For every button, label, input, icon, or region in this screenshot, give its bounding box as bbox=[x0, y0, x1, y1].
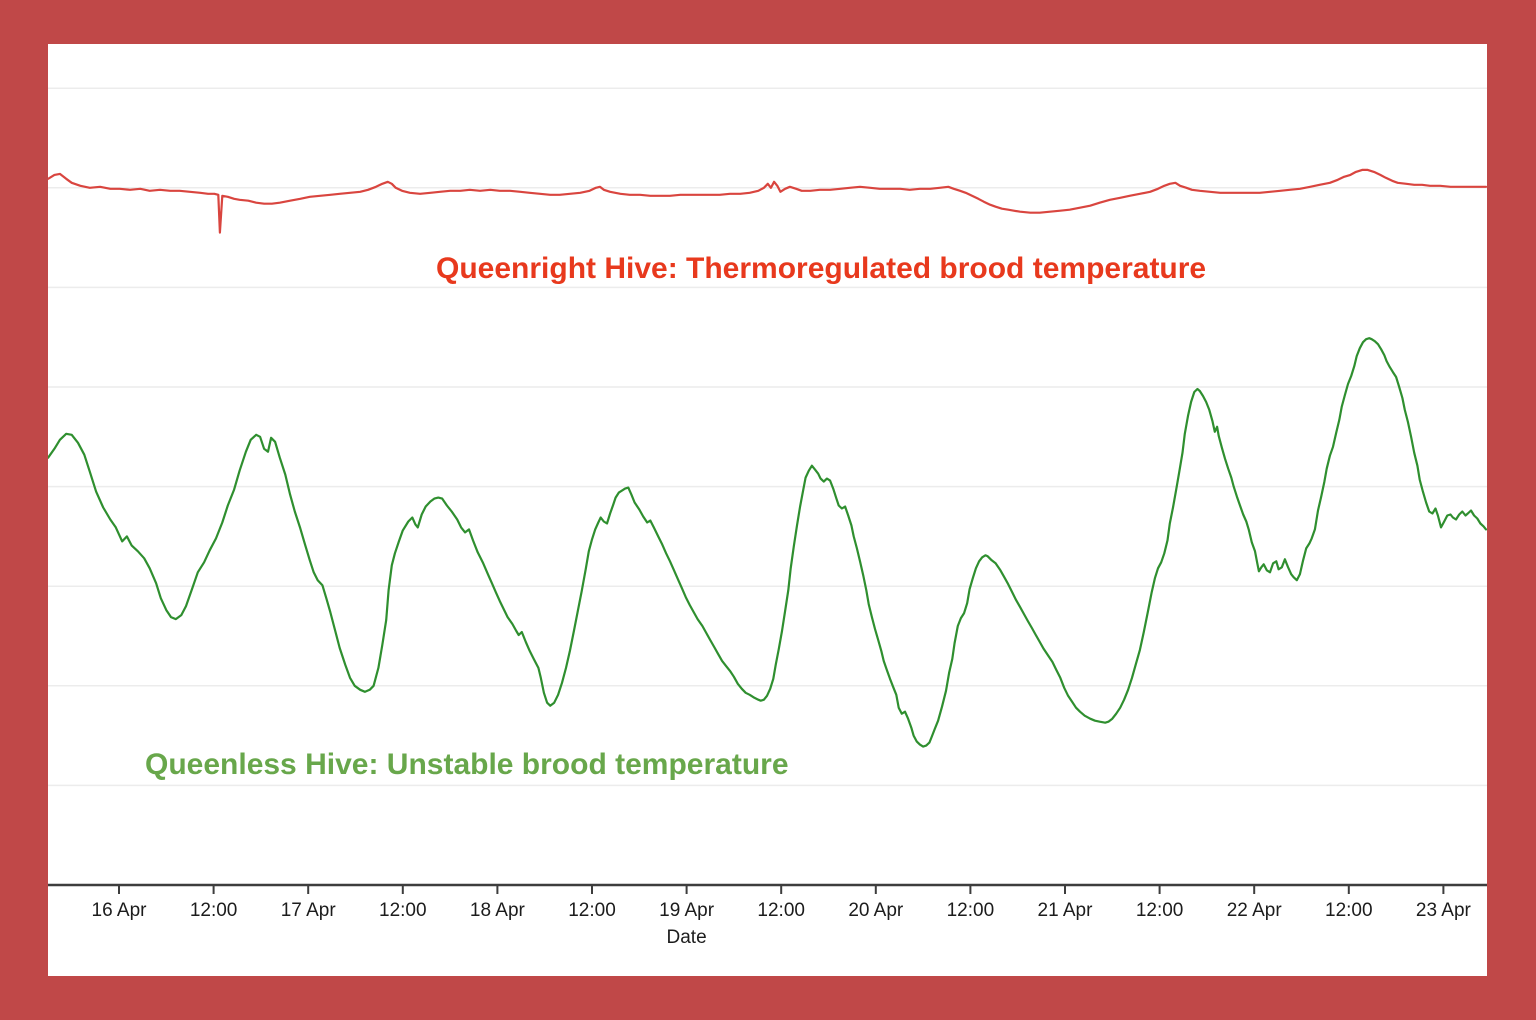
annotation-queenless-hive: Queenless Hive: Unstable brood temperatu… bbox=[145, 748, 789, 781]
series-line-queenright bbox=[48, 168, 1487, 234]
x-tick-label: 12:00 bbox=[1325, 900, 1373, 921]
x-tick-label: 18 Apr bbox=[470, 900, 526, 921]
x-tick-label: 12:00 bbox=[947, 900, 995, 921]
x-axis-labels: 16 Apr 12:00 17 Apr 12:00 18 Apr 12:00 19 Apr 1… bbox=[92, 900, 1472, 948]
x-tick-label: 12:00 bbox=[757, 900, 805, 921]
chart-plot-area: 16 Apr 12:00 17 Apr 12:00 18 Apr 12:00 19 Apr 1… bbox=[48, 44, 1487, 976]
data-series bbox=[48, 168, 1487, 748]
x-axis-title: Date bbox=[667, 927, 707, 948]
x-tick-label: 22 Apr bbox=[1227, 900, 1283, 921]
line-chart: 16 Apr 12:00 17 Apr 12:00 18 Apr 12:00 19 Apr 1… bbox=[48, 87, 1487, 948]
x-axis bbox=[48, 883, 1487, 894]
x-tick-label: 20 Apr bbox=[848, 900, 904, 921]
x-tick-label: 12:00 bbox=[1136, 900, 1184, 921]
x-tick-label: 12:00 bbox=[190, 900, 238, 921]
x-tick-label: 21 Apr bbox=[1038, 900, 1094, 921]
x-tick-label: 23 Apr bbox=[1416, 900, 1472, 921]
x-tick-label: 17 Apr bbox=[281, 900, 337, 921]
x-tick-label: 12:00 bbox=[568, 900, 616, 921]
x-tick-label: 19 Apr bbox=[659, 900, 715, 921]
series-line-queenless bbox=[48, 337, 1487, 748]
annotation-queenright-hive: Queenright Hive: Thermoregulated brood t… bbox=[436, 252, 1207, 285]
x-tick-label: 12:00 bbox=[379, 900, 427, 921]
x-tick-label: 16 Apr bbox=[92, 900, 148, 921]
